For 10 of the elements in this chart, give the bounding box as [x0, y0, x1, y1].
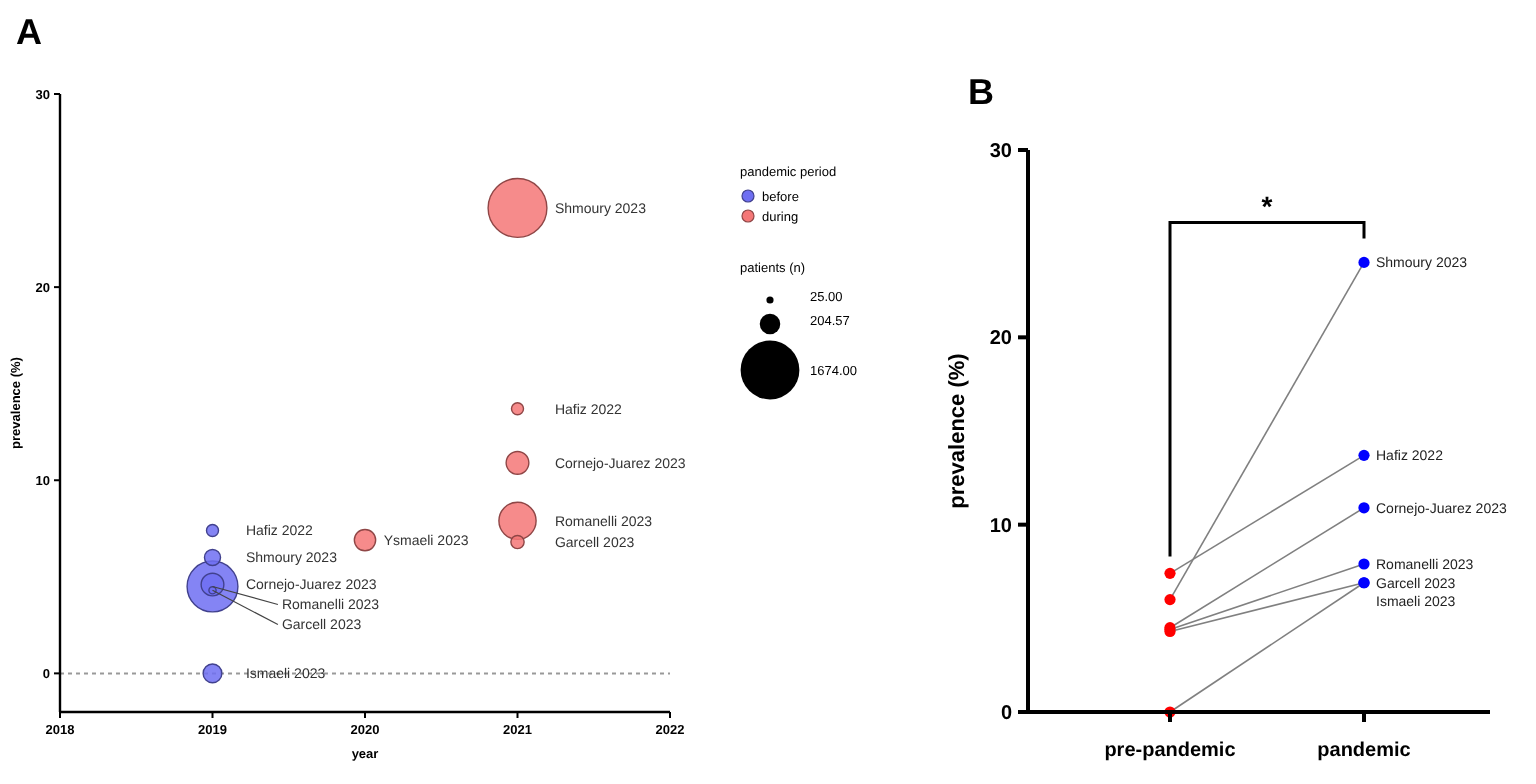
chart-title: A — [16, 12, 42, 52]
y-tick-label: 20 — [989, 328, 1013, 351]
x-tick-label: pandemic — [1317, 740, 1412, 762]
y-tick-label: 10 — [989, 515, 1013, 538]
chart-title: B — [968, 72, 994, 112]
y-axis-title: prevalence (%) — [946, 352, 970, 509]
x-tick-label: pre-pandemic — [1104, 740, 1237, 762]
annotation: * — [1261, 190, 1274, 223]
y-tick-label: 30 — [989, 141, 1013, 163]
y-tick-label: 0 — [1000, 703, 1013, 725]
